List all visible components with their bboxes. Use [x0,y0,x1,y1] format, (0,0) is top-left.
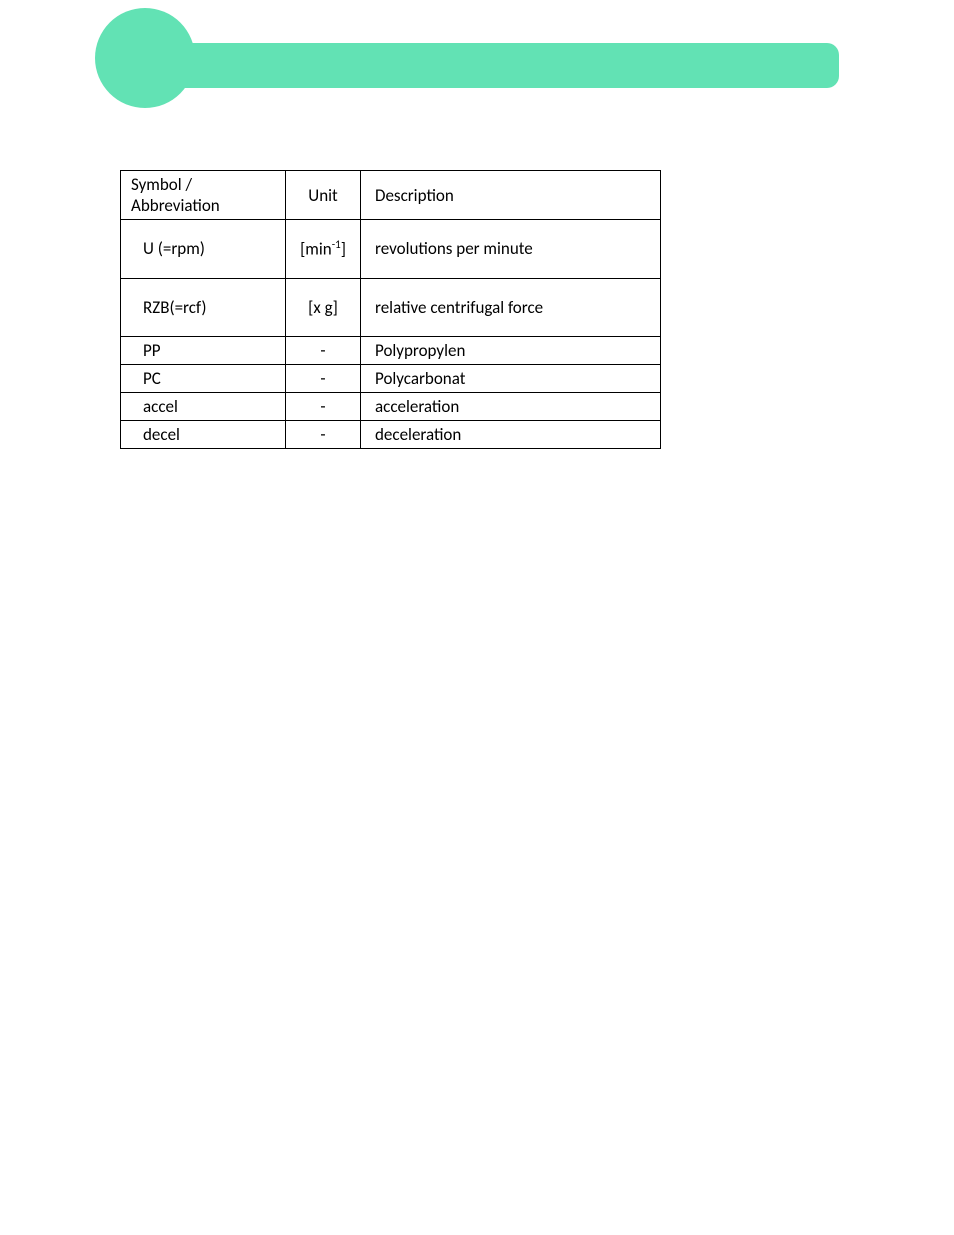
table-row: decel - deceleration [121,420,661,448]
cell-symbol: decel [121,420,286,448]
cell-description: acceleration [361,392,661,420]
header-description: Description [361,171,661,220]
header-bar [140,43,839,88]
header-symbol: Symbol / Abbreviation [121,171,286,220]
cell-symbol: PC [121,364,286,392]
table-header-row: Symbol / Abbreviation Unit Description [121,171,661,220]
unit-suffix: ] [341,239,346,260]
cell-unit: [x g] [286,278,361,336]
table-body: U (=rpm) [min-1] revolutions per minute … [121,220,661,449]
header-decoration [0,8,954,108]
table-row: PC - Polycarbonat [121,364,661,392]
cell-symbol: PP [121,336,286,364]
table-row: accel - acceleration [121,392,661,420]
cell-description: deceleration [361,420,661,448]
cell-description: Polypropylen [361,336,661,364]
cell-unit: - [286,420,361,448]
abbreviation-table: Symbol / Abbreviation Unit Description U… [120,170,661,449]
cell-unit: - [286,392,361,420]
cell-description: Polycarbonat [361,364,661,392]
header-circle [95,8,195,108]
cell-description: revolutions per minute [361,220,661,279]
cell-unit: [min-1] [286,220,361,279]
unit-prefix: [min [300,239,332,260]
cell-description: relative centrifugal force [361,278,661,336]
header-unit: Unit [286,171,361,220]
cell-unit: - [286,364,361,392]
table-row: U (=rpm) [min-1] revolutions per minute [121,220,661,279]
content-area: Symbol / Abbreviation Unit Description U… [120,170,661,449]
cell-symbol: RZB(=rcf) [121,278,286,336]
unit-superscript: -1 [332,238,341,251]
table-row: RZB(=rcf) [x g] relative centrifugal for… [121,278,661,336]
cell-symbol: U (=rpm) [121,220,286,279]
cell-symbol: accel [121,392,286,420]
cell-unit: - [286,336,361,364]
table-row: PP - Polypropylen [121,336,661,364]
